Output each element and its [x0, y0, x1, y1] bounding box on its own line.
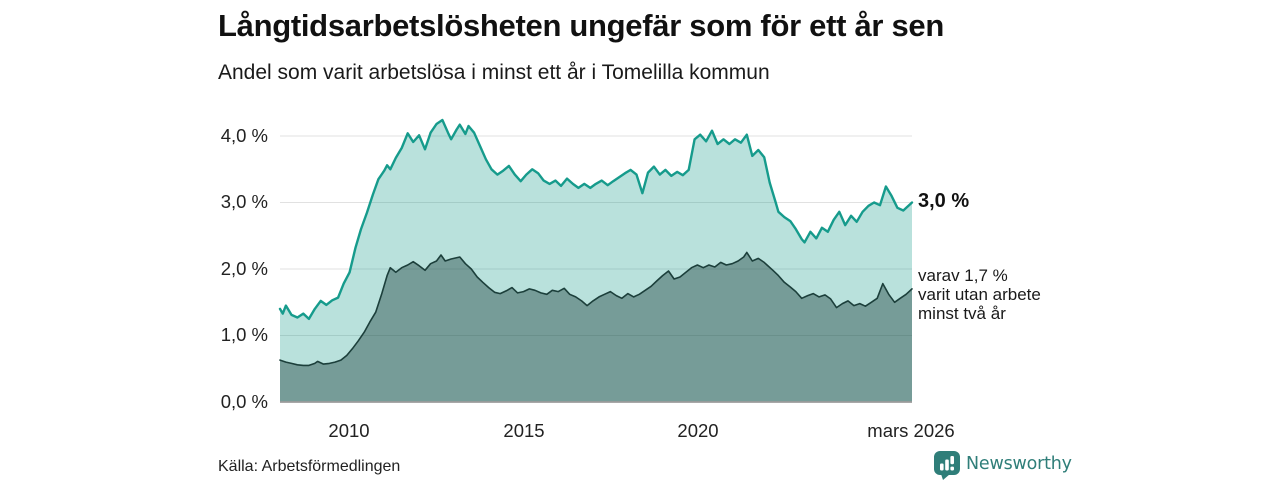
newsworthy-icon — [934, 451, 960, 480]
brand-logo: Newsworthy — [933, 450, 1072, 480]
end-value-label-total: 3,0 % — [918, 190, 970, 212]
series-total-line — [278, 118, 914, 321]
series-total-area — [280, 120, 912, 402]
varav-line-3: minst två år — [918, 304, 1006, 323]
chart-subtitle: Andel som varit arbetslösa i minst ett å… — [218, 61, 770, 84]
end-value-label-two-plus: varav 1,7 % varit utan arbete minst två … — [918, 266, 1041, 323]
page-title: Långtidsarbetslösheten ungefär som för e… — [218, 8, 945, 43]
y-tick-label-0: 0,0 % — [220, 391, 268, 412]
x-tick-label-2010: 2010 — [328, 420, 370, 441]
gridlines — [280, 135, 912, 336]
x-tick-label-2020: 2020 — [677, 420, 719, 441]
varav-line-1: varav 1,7 % — [918, 266, 1008, 285]
x-tick-label-mars-2026: mars 2026 — [867, 420, 955, 441]
brand-name: Newsworthy — [966, 454, 1072, 474]
y-tick-label-2: 2,0 % — [220, 258, 268, 279]
varav-line-2: varit utan arbete — [918, 285, 1041, 304]
y-tick-label-3: 3,0 % — [220, 191, 268, 212]
series-two-plus-area — [280, 252, 912, 402]
y-tick-label-4: 4,0 % — [220, 125, 268, 146]
source-note: Källa: Arbetsförmedlingen — [218, 458, 401, 475]
series-two-plus-line — [279, 251, 913, 367]
y-tick-label-1: 1,0 % — [220, 324, 268, 345]
x-tick-label-2015: 2015 — [503, 420, 545, 441]
